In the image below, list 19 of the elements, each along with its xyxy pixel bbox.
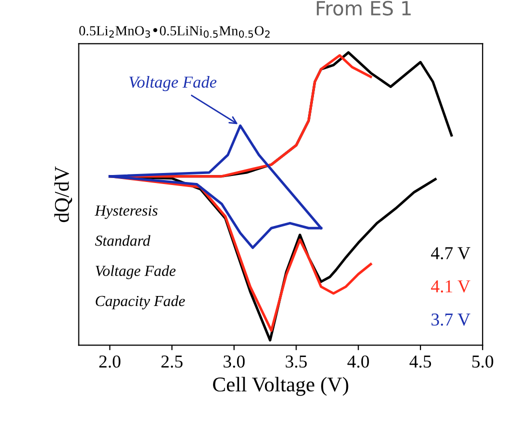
x-tick-label: 2.5: [161, 356, 183, 368]
text: 4.1 V: [431, 280, 470, 293]
x-tick-label: 2.0: [99, 355, 120, 368]
x-tick-label: 4.5: [410, 356, 432, 368]
chart-title: 0.5Li$_{2}$MnO$_{3}$•0.5LiNi$_{0.5}$Mn$_{0.5}$O$_{2}$: [79, 26, 270, 38]
text: From ES 1: [316, 0, 411, 16]
x-tick-label: 3.5: [286, 356, 307, 368]
text: 4.7 V: [431, 247, 470, 260]
annotation: Voltage Fade: [96, 265, 176, 280]
x-axis-title: Cell Voltage (V): [213, 376, 348, 396]
annotation: Standard: [95, 235, 150, 246]
x-tick-label: 5.0: [472, 355, 494, 368]
x-tick-label: 4.0: [347, 355, 369, 368]
x-tick-label: 3.0: [224, 355, 245, 368]
annotation: Hysteresis: [94, 205, 158, 219]
annotation: Voltage Fade: [129, 76, 216, 92]
annotation: Capacity Fade: [96, 295, 185, 310]
y-axis-title: dQ/dV: [54, 166, 72, 222]
text: 3.7 V: [432, 313, 470, 326]
